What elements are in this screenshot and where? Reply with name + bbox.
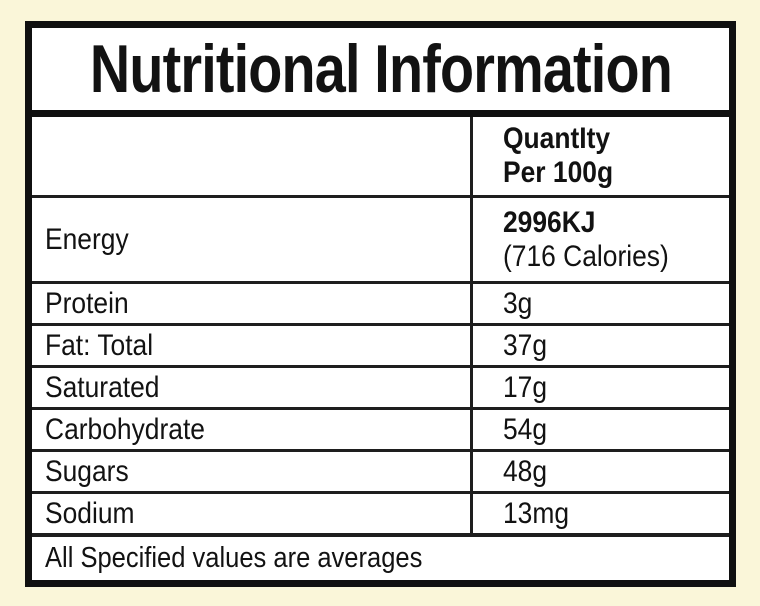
table-row-fat-total: Fat: Total 37g: [32, 326, 729, 365]
energy-value-calories: (716 Calories): [503, 239, 669, 273]
row-divider: [32, 195, 729, 198]
table-row-protein: Protein 3g: [32, 284, 729, 323]
label-title: Nutritional Information: [89, 31, 672, 107]
row-value: 13mg: [503, 496, 570, 530]
row-label: Sodium: [45, 496, 135, 530]
row-divider: [32, 365, 729, 368]
nutrition-label: Nutritional Information QuantIty Per 100…: [25, 21, 736, 587]
row-divider: [32, 281, 729, 284]
label-title-section: Nutritional Information: [32, 28, 729, 110]
row-value-cell: 3g: [473, 284, 729, 323]
table-row-carbohydrate: Carbohydrate 54g: [32, 410, 729, 449]
column-divider: [470, 117, 473, 195]
column-divider: [470, 284, 473, 323]
row-label-cell: Sugars: [32, 452, 470, 491]
footer-note: All Specified values are averages: [45, 542, 423, 575]
column-divider: [470, 326, 473, 365]
footer-note-row: All Specified values are averages: [32, 537, 729, 580]
row-value-cell: 54g: [473, 410, 729, 449]
column-divider: [470, 452, 473, 491]
table-row-sodium: Sodium 13mg: [32, 494, 729, 533]
row-label: Saturated: [45, 370, 160, 404]
row-divider: [32, 407, 729, 410]
row-value-cell: 13mg: [473, 494, 729, 533]
column-divider: [470, 198, 473, 281]
energy-value-kj: 2996KJ: [503, 205, 596, 239]
row-divider: [32, 323, 729, 326]
row-label-cell: Saturated: [32, 368, 470, 407]
row-label-energy: Energy: [45, 222, 129, 256]
row-label-cell: Fat: Total: [32, 326, 470, 365]
column-divider: [470, 368, 473, 407]
table-row-energy: Energy 2996KJ (716 Calories): [32, 198, 729, 281]
table-header-row: QuantIty Per 100g: [32, 117, 729, 195]
row-label: Sugars: [45, 454, 129, 488]
table-row-sugars: Sugars 48g: [32, 452, 729, 491]
row-label-cell: Protein: [32, 284, 470, 323]
row-label: Fat: Total: [45, 328, 154, 362]
row-value: 17g: [503, 370, 548, 404]
row-label-cell: Sodium: [32, 494, 470, 533]
row-value: 48g: [503, 454, 548, 488]
title-divider: [32, 110, 729, 117]
row-label-cell: Carbohydrate: [32, 410, 470, 449]
footer-divider: [32, 533, 729, 537]
row-value: 3g: [503, 286, 533, 320]
row-divider: [32, 491, 729, 494]
row-value: 37g: [503, 328, 548, 362]
table-row-saturated: Saturated 17g: [32, 368, 729, 407]
column-header-quantity: QuantIty Per 100g: [503, 122, 614, 189]
row-label: Protein: [45, 286, 129, 320]
energy-value: 2996KJ (716 Calories): [503, 206, 669, 273]
column-divider: [470, 494, 473, 533]
row-divider: [32, 449, 729, 452]
row-value: 54g: [503, 412, 548, 446]
row-label-cell: Energy: [32, 198, 470, 281]
header-quantity-cell: QuantIty Per 100g: [473, 117, 729, 195]
row-value-cell: 17g: [473, 368, 729, 407]
row-value-cell: 2996KJ (716 Calories): [473, 198, 729, 281]
row-value-cell: 48g: [473, 452, 729, 491]
header-empty-cell: [32, 117, 470, 195]
row-label: Carbohydrate: [45, 412, 205, 446]
column-divider: [470, 410, 473, 449]
row-value-cell: 37g: [473, 326, 729, 365]
